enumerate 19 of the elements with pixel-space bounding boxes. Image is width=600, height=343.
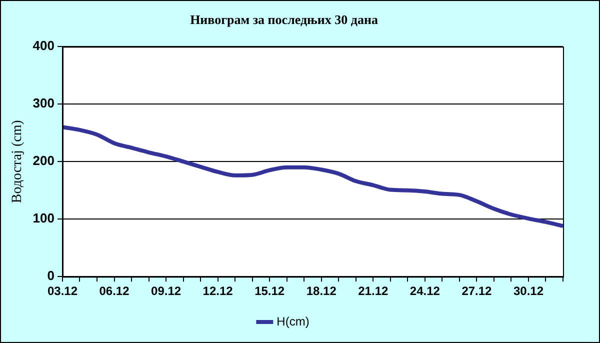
y-tick-label: 100	[32, 210, 54, 226]
y-tick-label: 400	[32, 38, 54, 54]
x-tick-label: 03.12	[47, 284, 78, 298]
x-tick-label: 06.12	[99, 284, 130, 298]
y-tick-label: 300	[32, 96, 54, 111]
x-tick-label: 18.12	[306, 284, 337, 298]
chart-title: Нивограм за последњих 30 дана	[190, 12, 378, 28]
x-tick-label: 12.12	[202, 284, 234, 298]
x-tick-label: 24.12	[410, 284, 440, 298]
legend-label: H(cm)	[276, 314, 310, 328]
y-axis-title: Водостај (cm)	[10, 120, 26, 204]
x-tick-label: 21.12	[358, 284, 388, 298]
x-tick-label: 30.12	[513, 284, 544, 298]
x-tick-label: 15.12	[254, 284, 285, 298]
line-series	[60, 125, 565, 228]
x-tick-label: 27.12	[462, 284, 492, 298]
y-tick-label: 0	[47, 268, 54, 284]
y-tick-label: 200	[32, 153, 54, 168]
x-tick-label: 09.12	[151, 284, 182, 298]
